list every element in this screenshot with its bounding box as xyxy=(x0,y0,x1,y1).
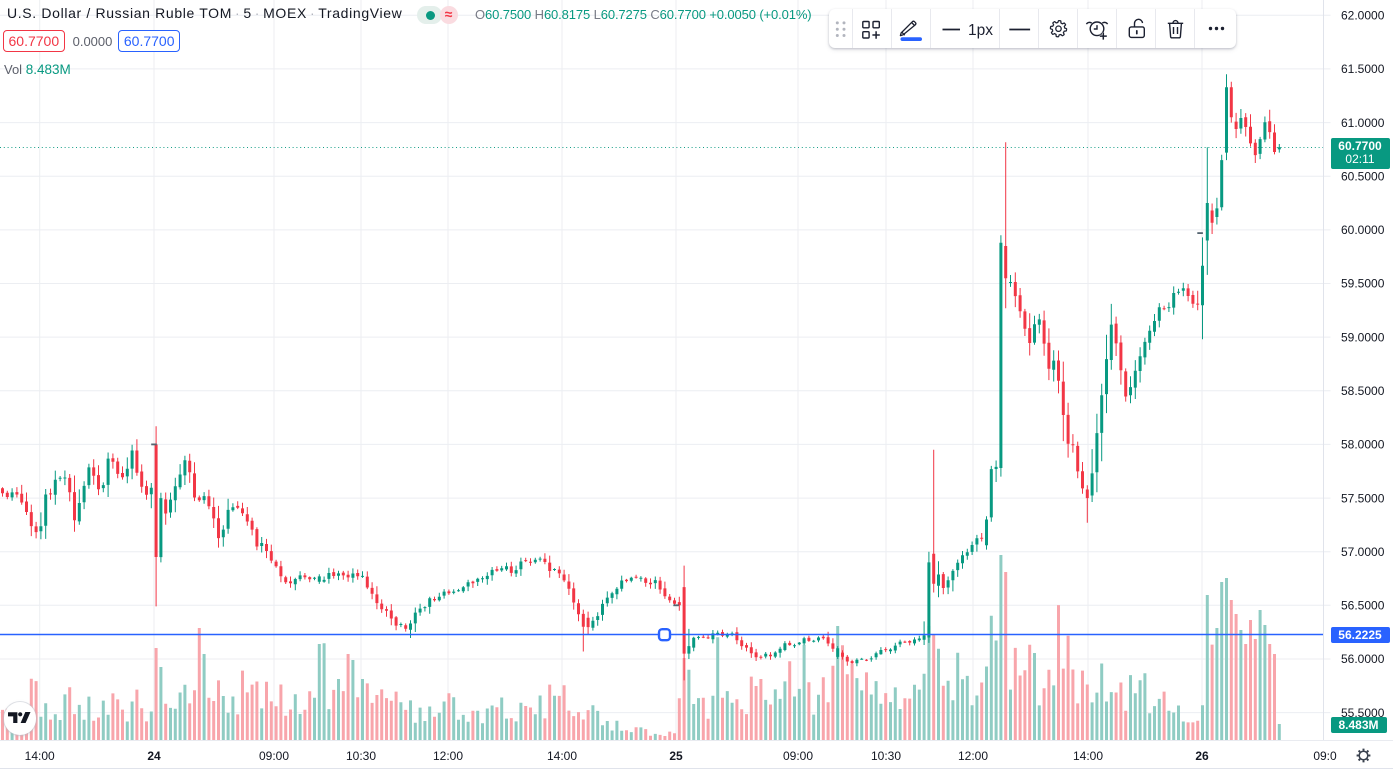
svg-text:12:00: 12:00 xyxy=(433,749,463,763)
svg-text:14:00: 14:00 xyxy=(1073,749,1103,763)
svg-text:14:00: 14:00 xyxy=(547,749,577,763)
svg-text:10:30: 10:30 xyxy=(871,749,901,763)
svg-text:62.0000: 62.0000 xyxy=(1341,9,1385,23)
svg-text:58.5000: 58.5000 xyxy=(1341,384,1385,398)
svg-text:56.0000: 56.0000 xyxy=(1341,652,1385,666)
svg-text:24: 24 xyxy=(147,749,161,763)
svg-text:59.5000: 59.5000 xyxy=(1341,277,1385,291)
svg-text:09:0: 09:0 xyxy=(1313,749,1337,763)
svg-text:09:00: 09:00 xyxy=(259,749,289,763)
svg-text:55.5000: 55.5000 xyxy=(1341,706,1385,720)
svg-text:61.5000: 61.5000 xyxy=(1341,62,1385,76)
svg-text:60.5000: 60.5000 xyxy=(1341,169,1385,183)
svg-text:59.0000: 59.0000 xyxy=(1341,330,1385,344)
svg-text:12:00: 12:00 xyxy=(958,749,988,763)
svg-text:1px: 1px xyxy=(968,22,993,39)
svg-text:56.5000: 56.5000 xyxy=(1341,599,1385,613)
svg-text:61.0000: 61.0000 xyxy=(1341,116,1385,130)
svg-text:14:00: 14:00 xyxy=(25,749,55,763)
svg-text:09:00: 09:00 xyxy=(783,749,813,763)
svg-text:57.5000: 57.5000 xyxy=(1341,491,1385,505)
svg-text:60.0000: 60.0000 xyxy=(1341,223,1385,237)
svg-text:26: 26 xyxy=(1195,749,1209,763)
svg-text:57.0000: 57.0000 xyxy=(1341,545,1385,559)
svg-text:25: 25 xyxy=(669,749,683,763)
svg-text:10:30: 10:30 xyxy=(346,749,376,763)
svg-text:58.0000: 58.0000 xyxy=(1341,438,1385,452)
